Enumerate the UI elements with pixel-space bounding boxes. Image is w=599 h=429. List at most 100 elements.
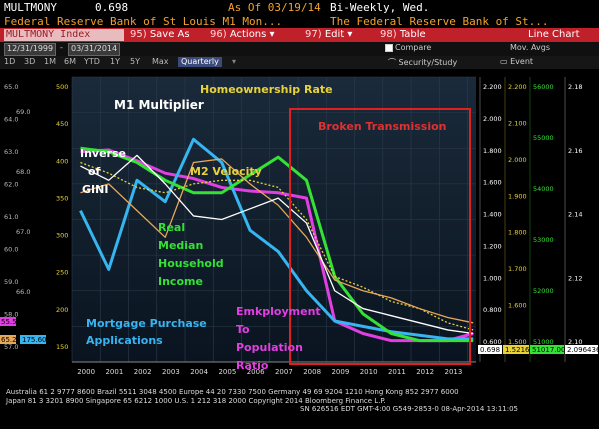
- period-chevron-icon[interactable]: ▾: [232, 57, 236, 66]
- table-button[interactable]: 98) Table: [380, 29, 426, 41]
- right-tick-label: 1.200: [483, 242, 502, 250]
- left-tick-label: 350: [56, 194, 68, 202]
- right-tick-label: 1.600: [483, 179, 502, 187]
- label-gini-2: of: [88, 165, 101, 178]
- actions-number: 96): [210, 29, 227, 40]
- right-tick-label: 2.12: [568, 274, 582, 282]
- end-date-input[interactable]: 03/31/2014: [68, 43, 120, 56]
- event-icon: ▭: [500, 57, 508, 66]
- left-tick-label: 63.0: [4, 148, 18, 156]
- period-dropdown[interactable]: Quarterly: [178, 57, 222, 67]
- range-1m[interactable]: 1M: [44, 57, 56, 67]
- left-tick-label: 300: [56, 232, 68, 240]
- x-tick-label: 2010: [360, 368, 378, 376]
- right-tick-label: 1.000: [483, 274, 502, 282]
- x-tick-label: 2003: [162, 368, 180, 376]
- range-1d[interactable]: 1D: [4, 57, 15, 67]
- edit-number: 97): [305, 29, 322, 40]
- range-5y[interactable]: 5Y: [130, 57, 140, 67]
- compare-checkbox[interactable]: [385, 44, 393, 52]
- x-tick-label: 2009: [331, 368, 349, 376]
- right-tick-label: 1.900: [508, 192, 527, 200]
- label-gini-3: GINI: [82, 183, 108, 196]
- x-tick-label: 2013: [444, 368, 462, 376]
- range-max[interactable]: Max: [152, 57, 169, 67]
- left-tick-label: 69.0: [16, 108, 30, 116]
- label-homeownership: Homeownership Rate: [200, 83, 333, 96]
- right-tick-label: 2.200: [508, 83, 527, 91]
- label-m2-velocity: M2 Velocity: [190, 165, 262, 178]
- left-tick-label: 60.0: [4, 246, 18, 254]
- left-value-3: 175.60: [22, 336, 47, 344]
- edit-label: Edit ▾: [325, 29, 353, 40]
- right-tick-label: 1.700: [508, 265, 527, 273]
- left-tick-label: 64.0: [4, 116, 18, 124]
- right-tick-label: 54000: [533, 185, 554, 193]
- left-tick-label: 150: [56, 343, 68, 351]
- label-income-2: Median: [158, 239, 203, 252]
- save-as-button[interactable]: 95) Save As: [130, 29, 190, 41]
- x-tick-label: 2011: [388, 368, 406, 376]
- last-value-1: 0.698: [480, 346, 500, 354]
- left-tick-label: 68.0: [16, 168, 30, 176]
- security-study-label: Security/Study: [399, 58, 458, 67]
- ticker-value: 0.698: [95, 1, 128, 14]
- security-study-button[interactable]: ⌒ Security/Study: [388, 57, 457, 68]
- left-tick-label: 450: [56, 120, 68, 128]
- right-tick-label: 2.000: [508, 156, 527, 164]
- x-tick-label: 2002: [134, 368, 152, 376]
- last-value-4: 2.096436: [567, 346, 599, 354]
- right-tick-label: 1.600: [508, 302, 527, 310]
- right-tick-label: 53000: [533, 236, 554, 244]
- range-ytd[interactable]: YTD: [84, 57, 100, 67]
- label-employment-4: Ratio: [236, 359, 269, 372]
- compare-toggle[interactable]: Compare: [385, 43, 431, 52]
- chart-area[interactable]: 65.0 64.0 63.0 62.0 61.0 60.0 59.0 58.0 57.0 69.0…: [0, 69, 599, 388]
- save-as-label: Save As: [150, 29, 190, 40]
- right-tick-label: 2.18: [568, 83, 582, 91]
- x-tick-label: 2005: [218, 368, 236, 376]
- left-value-2: 65.2: [1, 336, 17, 344]
- range-6m[interactable]: 6M: [64, 57, 76, 67]
- chart-type-button[interactable]: Line Chart: [528, 29, 580, 41]
- label-income-4: Income: [158, 275, 203, 288]
- range-3d[interactable]: 3D: [24, 57, 35, 67]
- label-broken-transmission: Broken Transmission: [318, 120, 447, 133]
- left-tick-label: 59.0: [4, 278, 18, 286]
- x-tick-label: 2012: [416, 368, 434, 376]
- actions-button[interactable]: 96) Actions ▾: [210, 29, 275, 41]
- x-tick-label: 2008: [303, 368, 321, 376]
- mov-avgs-button[interactable]: Mov. Avgs: [510, 43, 550, 52]
- edit-button[interactable]: 97) Edit ▾: [305, 29, 352, 41]
- label-employment-3: Population: [236, 341, 303, 354]
- table-number: 98): [380, 29, 397, 40]
- right-tick-label: 1.500: [508, 338, 527, 346]
- event-button[interactable]: ▭ Event: [500, 57, 533, 66]
- left-tick-label: 67.0: [16, 228, 30, 236]
- range-1y[interactable]: 1Y: [110, 57, 120, 67]
- label-employment-2: To: [236, 323, 250, 336]
- right-tick-label: 2.16: [568, 147, 582, 155]
- start-date-input[interactable]: 12/31/1999: [4, 43, 56, 56]
- right-tick-label: 0.800: [483, 306, 502, 314]
- x-tick-label: 2007: [275, 368, 293, 376]
- footer: Australia 61 2 9777 8600 Brazil 5511 304…: [0, 388, 599, 429]
- left-tick-label: 62.0: [4, 181, 18, 189]
- date-separator: -: [60, 43, 63, 52]
- right-tick-label: 1.800: [508, 229, 527, 237]
- line-chart-icon: ⌒: [388, 58, 396, 67]
- left-value-1: 55.5: [1, 318, 17, 326]
- x-tick-label: 2000: [77, 368, 95, 376]
- index-field[interactable]: MULTMONY Index: [4, 29, 124, 41]
- right-tick-label: 2.14: [568, 211, 582, 219]
- frequency-label: Bi-Weekly, Wed.: [330, 1, 429, 14]
- label-mortgage-2: Applications: [86, 334, 163, 347]
- label-income-3: Household: [158, 257, 224, 270]
- toolbar: MULTMONY Index 95) Save As 96) Actions ▾…: [0, 28, 599, 42]
- right-tick-label: 0.600: [483, 338, 502, 346]
- source-right: The Federal Reserve Bank of St...: [330, 15, 549, 28]
- left-tick-label: 57.0: [4, 343, 18, 351]
- right-tick-label: 51000: [533, 338, 554, 346]
- label-income-1: Real: [158, 221, 185, 234]
- compare-label: Compare: [395, 43, 431, 52]
